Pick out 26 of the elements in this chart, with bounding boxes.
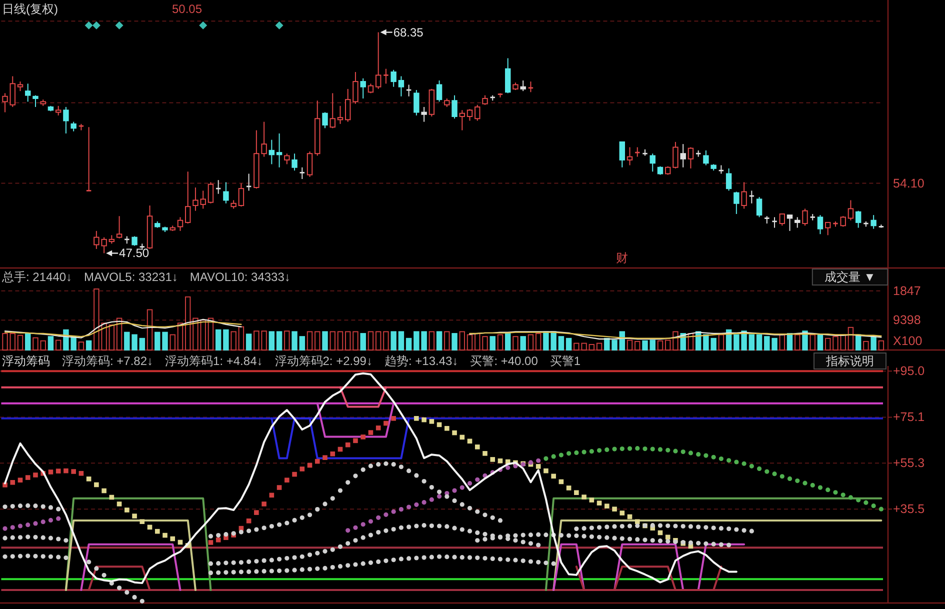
text: MAVOL5: 33231↓: [84, 270, 178, 284]
annotation: 浮动筹码2: +2.99↓: [274, 354, 372, 368]
y-tick-label: +75.1: [893, 410, 925, 424]
ref-line-label: 54.10: [893, 176, 924, 190]
control-button: 指标说明: [814, 352, 886, 370]
y-axis-title: X100: [893, 334, 922, 348]
chart-title: 浮动筹码: [2, 354, 50, 368]
y-tick-label: +55.3: [893, 456, 925, 470]
annotation: 财: [616, 251, 628, 265]
annotation: 指标说明: [825, 354, 874, 368]
control-button: 成交量 ▼: [812, 268, 888, 286]
text: 9398: [893, 313, 921, 328]
y-tick-label: +35.5: [893, 502, 925, 516]
annotation: 浮动筹码1: +4.84↓: [165, 354, 263, 368]
annotation: 47.50: [119, 246, 150, 260]
text: 50.05: [172, 2, 202, 16]
annotation: 买警: +40.00: [470, 354, 538, 368]
text: 总手: 21440↓: [1, 270, 72, 284]
annotation: 买警1: [550, 354, 581, 368]
chart-title: 日线(复权): [2, 2, 58, 16]
annotation: 浮动筹码: +7.82↓: [62, 354, 154, 368]
text: 1847: [893, 284, 921, 298]
y-tick-label: +95.0: [893, 364, 925, 378]
text: MAVOL10: 34333↓: [190, 270, 290, 284]
annotation: 趋势: +13.43↓: [384, 354, 458, 368]
annotation: 68.35: [393, 25, 424, 40]
